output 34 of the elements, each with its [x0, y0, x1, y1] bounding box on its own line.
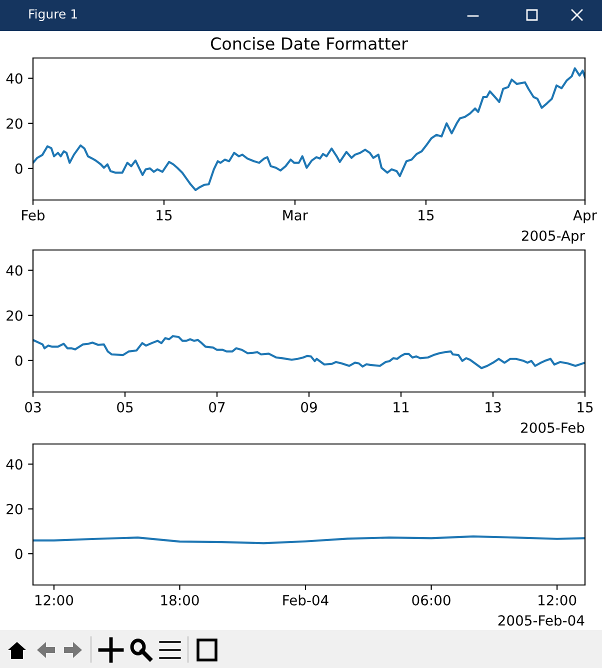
- x-tick-label: 05: [117, 402, 133, 412]
- x-tick-label: 11: [394, 402, 409, 412]
- x-tick-label: 15: [156, 210, 172, 220]
- text: 2005-Apr: [522, 230, 585, 244]
- chart-title: Concise Date Formatter: [210, 37, 408, 50]
- x-tick-label: 18:00: [161, 594, 199, 606]
- x-tick-label: Mar: [283, 210, 308, 220]
- y-tick-label: 0: [15, 548, 22, 560]
- x-tick-label: 15: [418, 210, 434, 220]
- x-tick-label: 12:00: [538, 594, 576, 606]
- y-tick-label: 20: [6, 310, 22, 321]
- x-tick-label: 15: [578, 402, 593, 412]
- y-tick-label: 40: [6, 459, 22, 470]
- caption: Figure 1: [29, 8, 77, 22]
- y-tick-label: 20: [6, 504, 22, 514]
- y-tick-label: 40: [6, 265, 22, 276]
- line-series: [33, 67, 585, 192]
- x-tick-label: 12:00: [35, 594, 74, 606]
- x-tick-label: Feb-04: [283, 594, 328, 606]
- y-tick-label: 40: [6, 73, 22, 84]
- x-tick-label: 13: [486, 402, 501, 412]
- y-tick-label: 0: [15, 163, 22, 174]
- x-tick-label: 06:00: [412, 594, 450, 606]
- y-tick-label: 0: [15, 355, 22, 366]
- x-tick-label: Apr: [573, 210, 598, 224]
- x-tick-label: 09: [301, 402, 317, 412]
- x-tick-label: 07: [209, 402, 225, 412]
- x-tick-label: Feb: [22, 210, 45, 220]
- y-tick-label: 20: [6, 118, 22, 129]
- line-series: [33, 535, 585, 544]
- text: 2005-Feb-04: [498, 614, 584, 626]
- line-series: [33, 335, 585, 370]
- x-tick-label: 03: [25, 402, 41, 412]
- text: 2005-Feb: [521, 422, 584, 433]
